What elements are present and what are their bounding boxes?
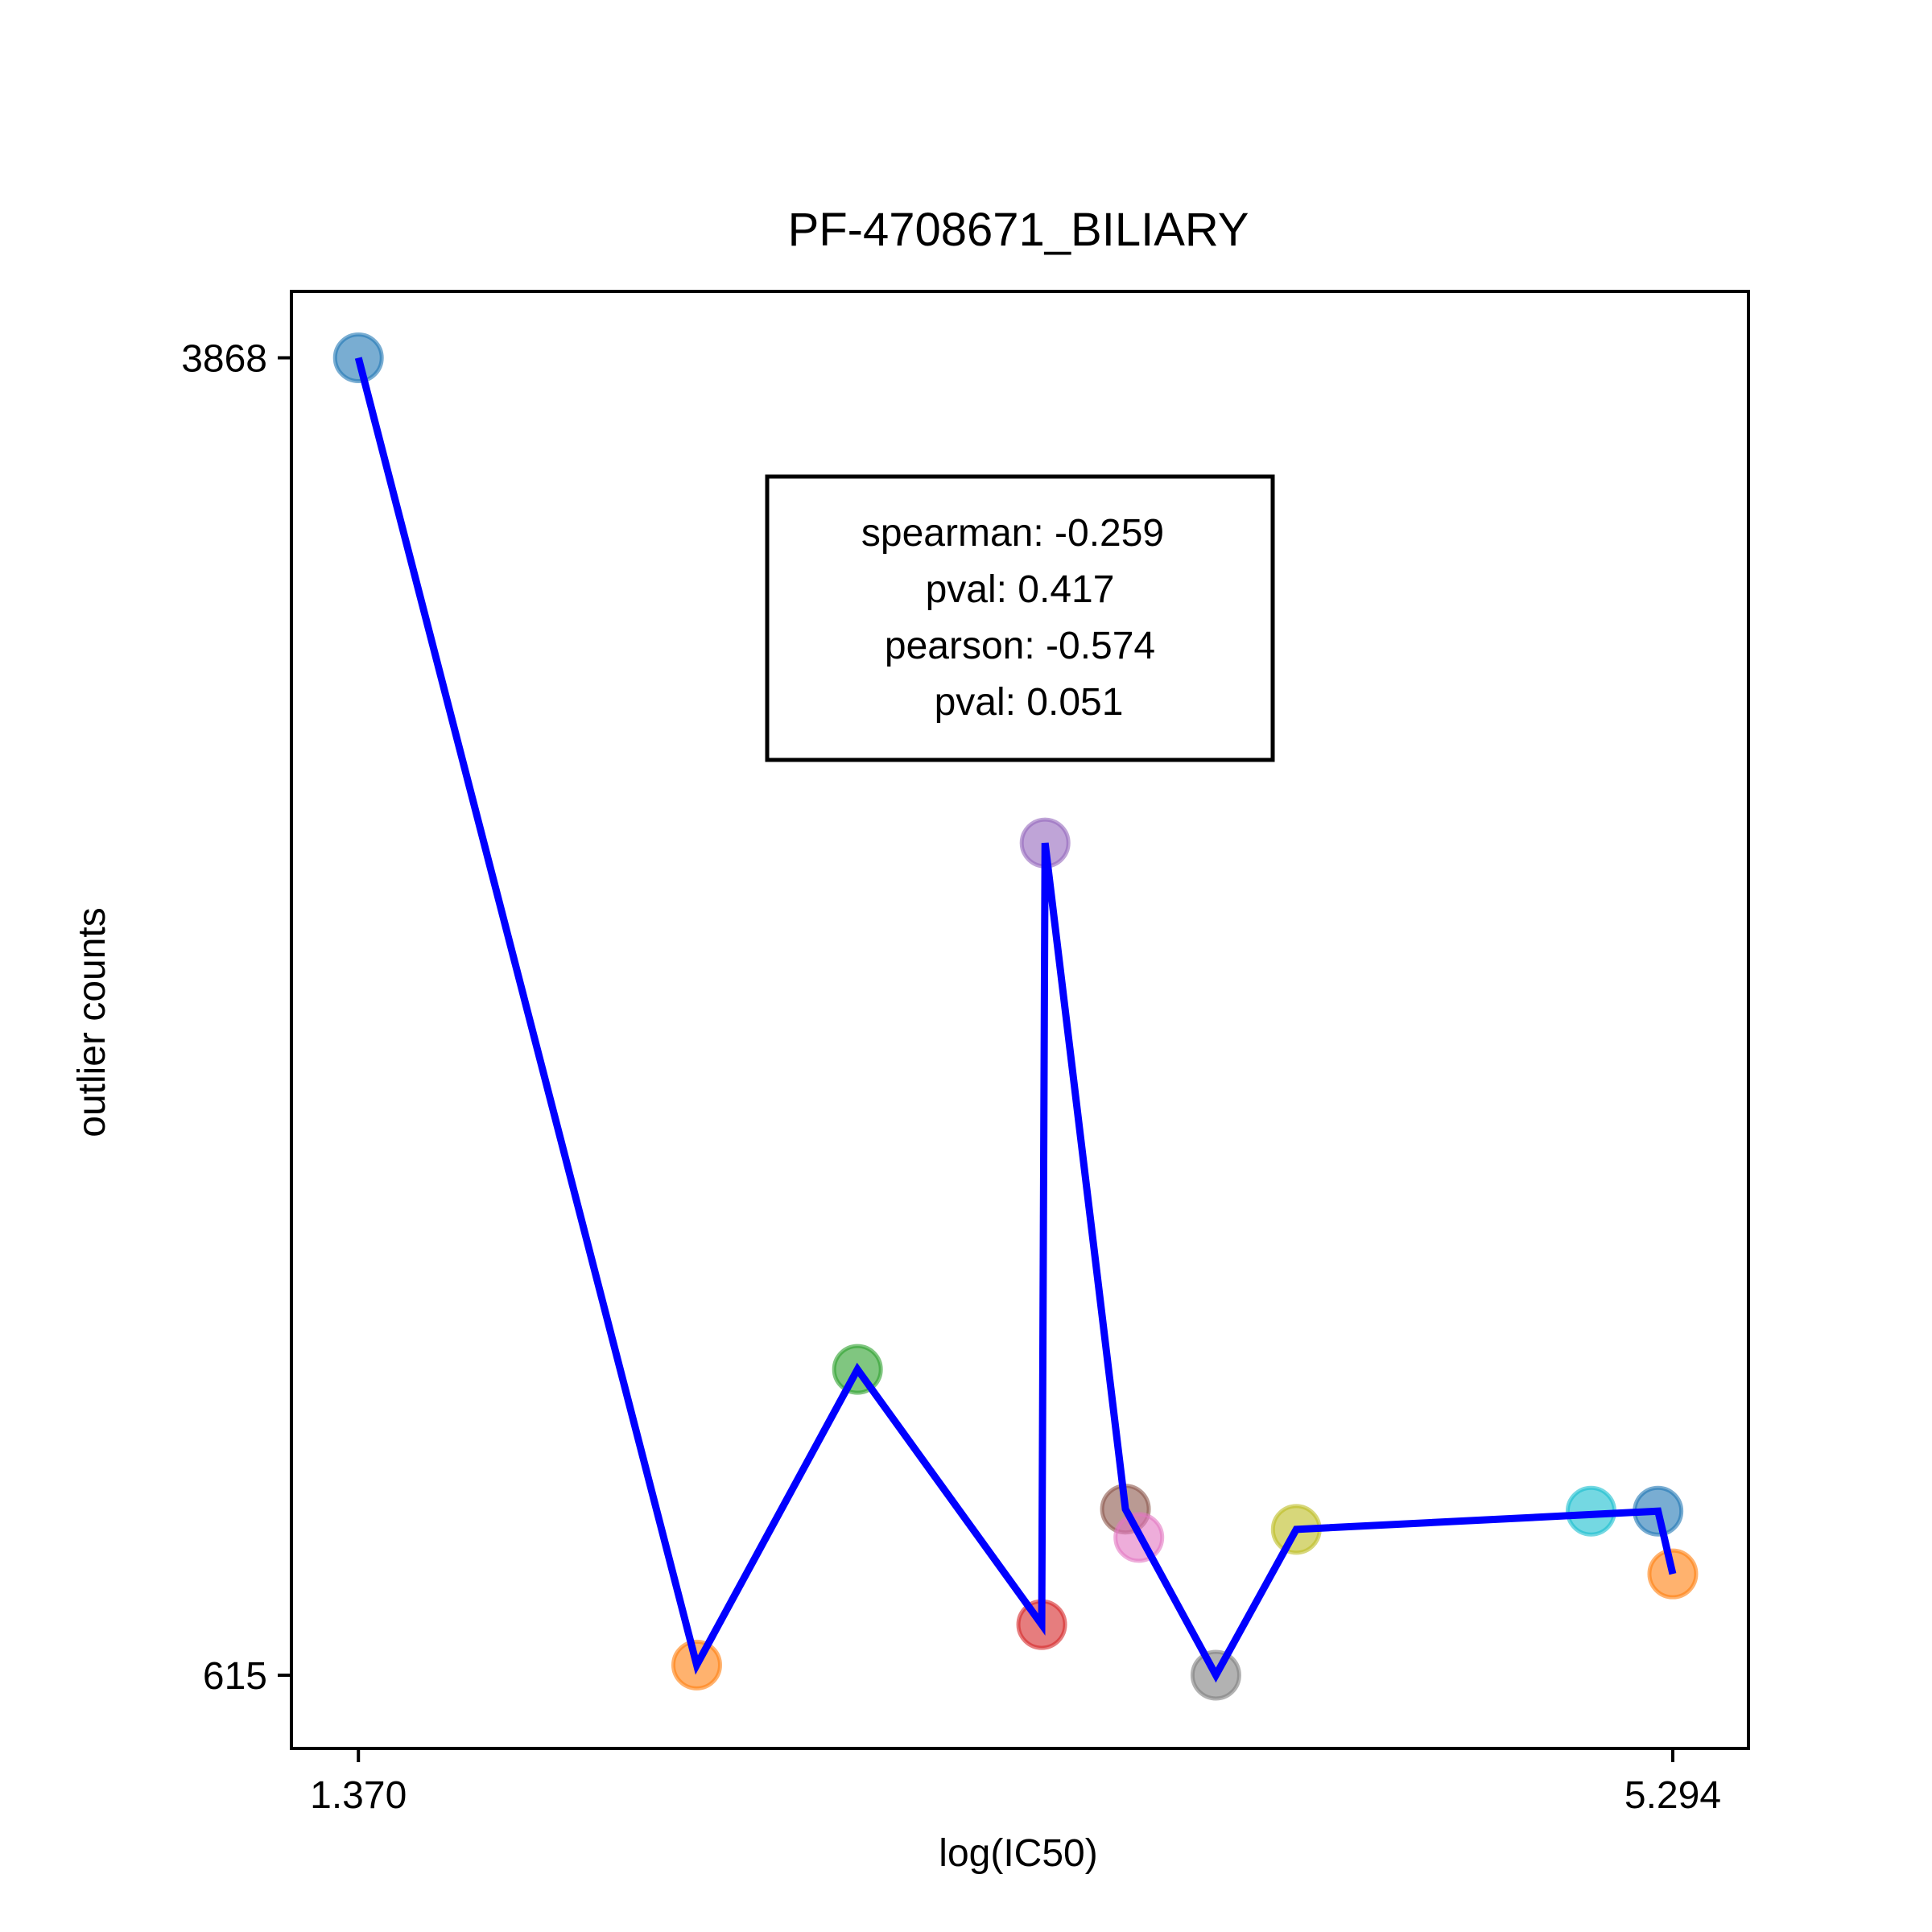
pearson-text: pearson: -0.574 (885, 625, 1155, 667)
pearson-pval-text: pval: 0.051 (935, 681, 1124, 724)
y-tick-label: 3868 (181, 338, 267, 381)
stats-box-frame (765, 474, 1275, 762)
x-tick-label: 5.294 (1624, 1774, 1721, 1817)
x-axis: 1.370 5.294 (310, 1748, 1721, 1817)
chart-title: PF-4708671_BILIARY (788, 204, 1249, 256)
trend-line (354, 357, 1677, 1683)
x-tick-label: 1.370 (310, 1774, 407, 1817)
plot-frame (290, 290, 1750, 1750)
y-axis: 3868 615 (181, 338, 291, 1698)
spearman-text: spearman: -0.259 (861, 512, 1164, 555)
plot-area (332, 332, 1699, 1701)
x-axis-label: log(IC50) (939, 1832, 1097, 1875)
spearman-pval-text: pval: 0.417 (926, 568, 1115, 611)
y-axis-label: outlier counts (71, 907, 114, 1137)
y-tick-label: 615 (203, 1655, 267, 1698)
stats-box: spearman: -0.259 pval: 0.417 pearson: -0… (765, 474, 1275, 762)
